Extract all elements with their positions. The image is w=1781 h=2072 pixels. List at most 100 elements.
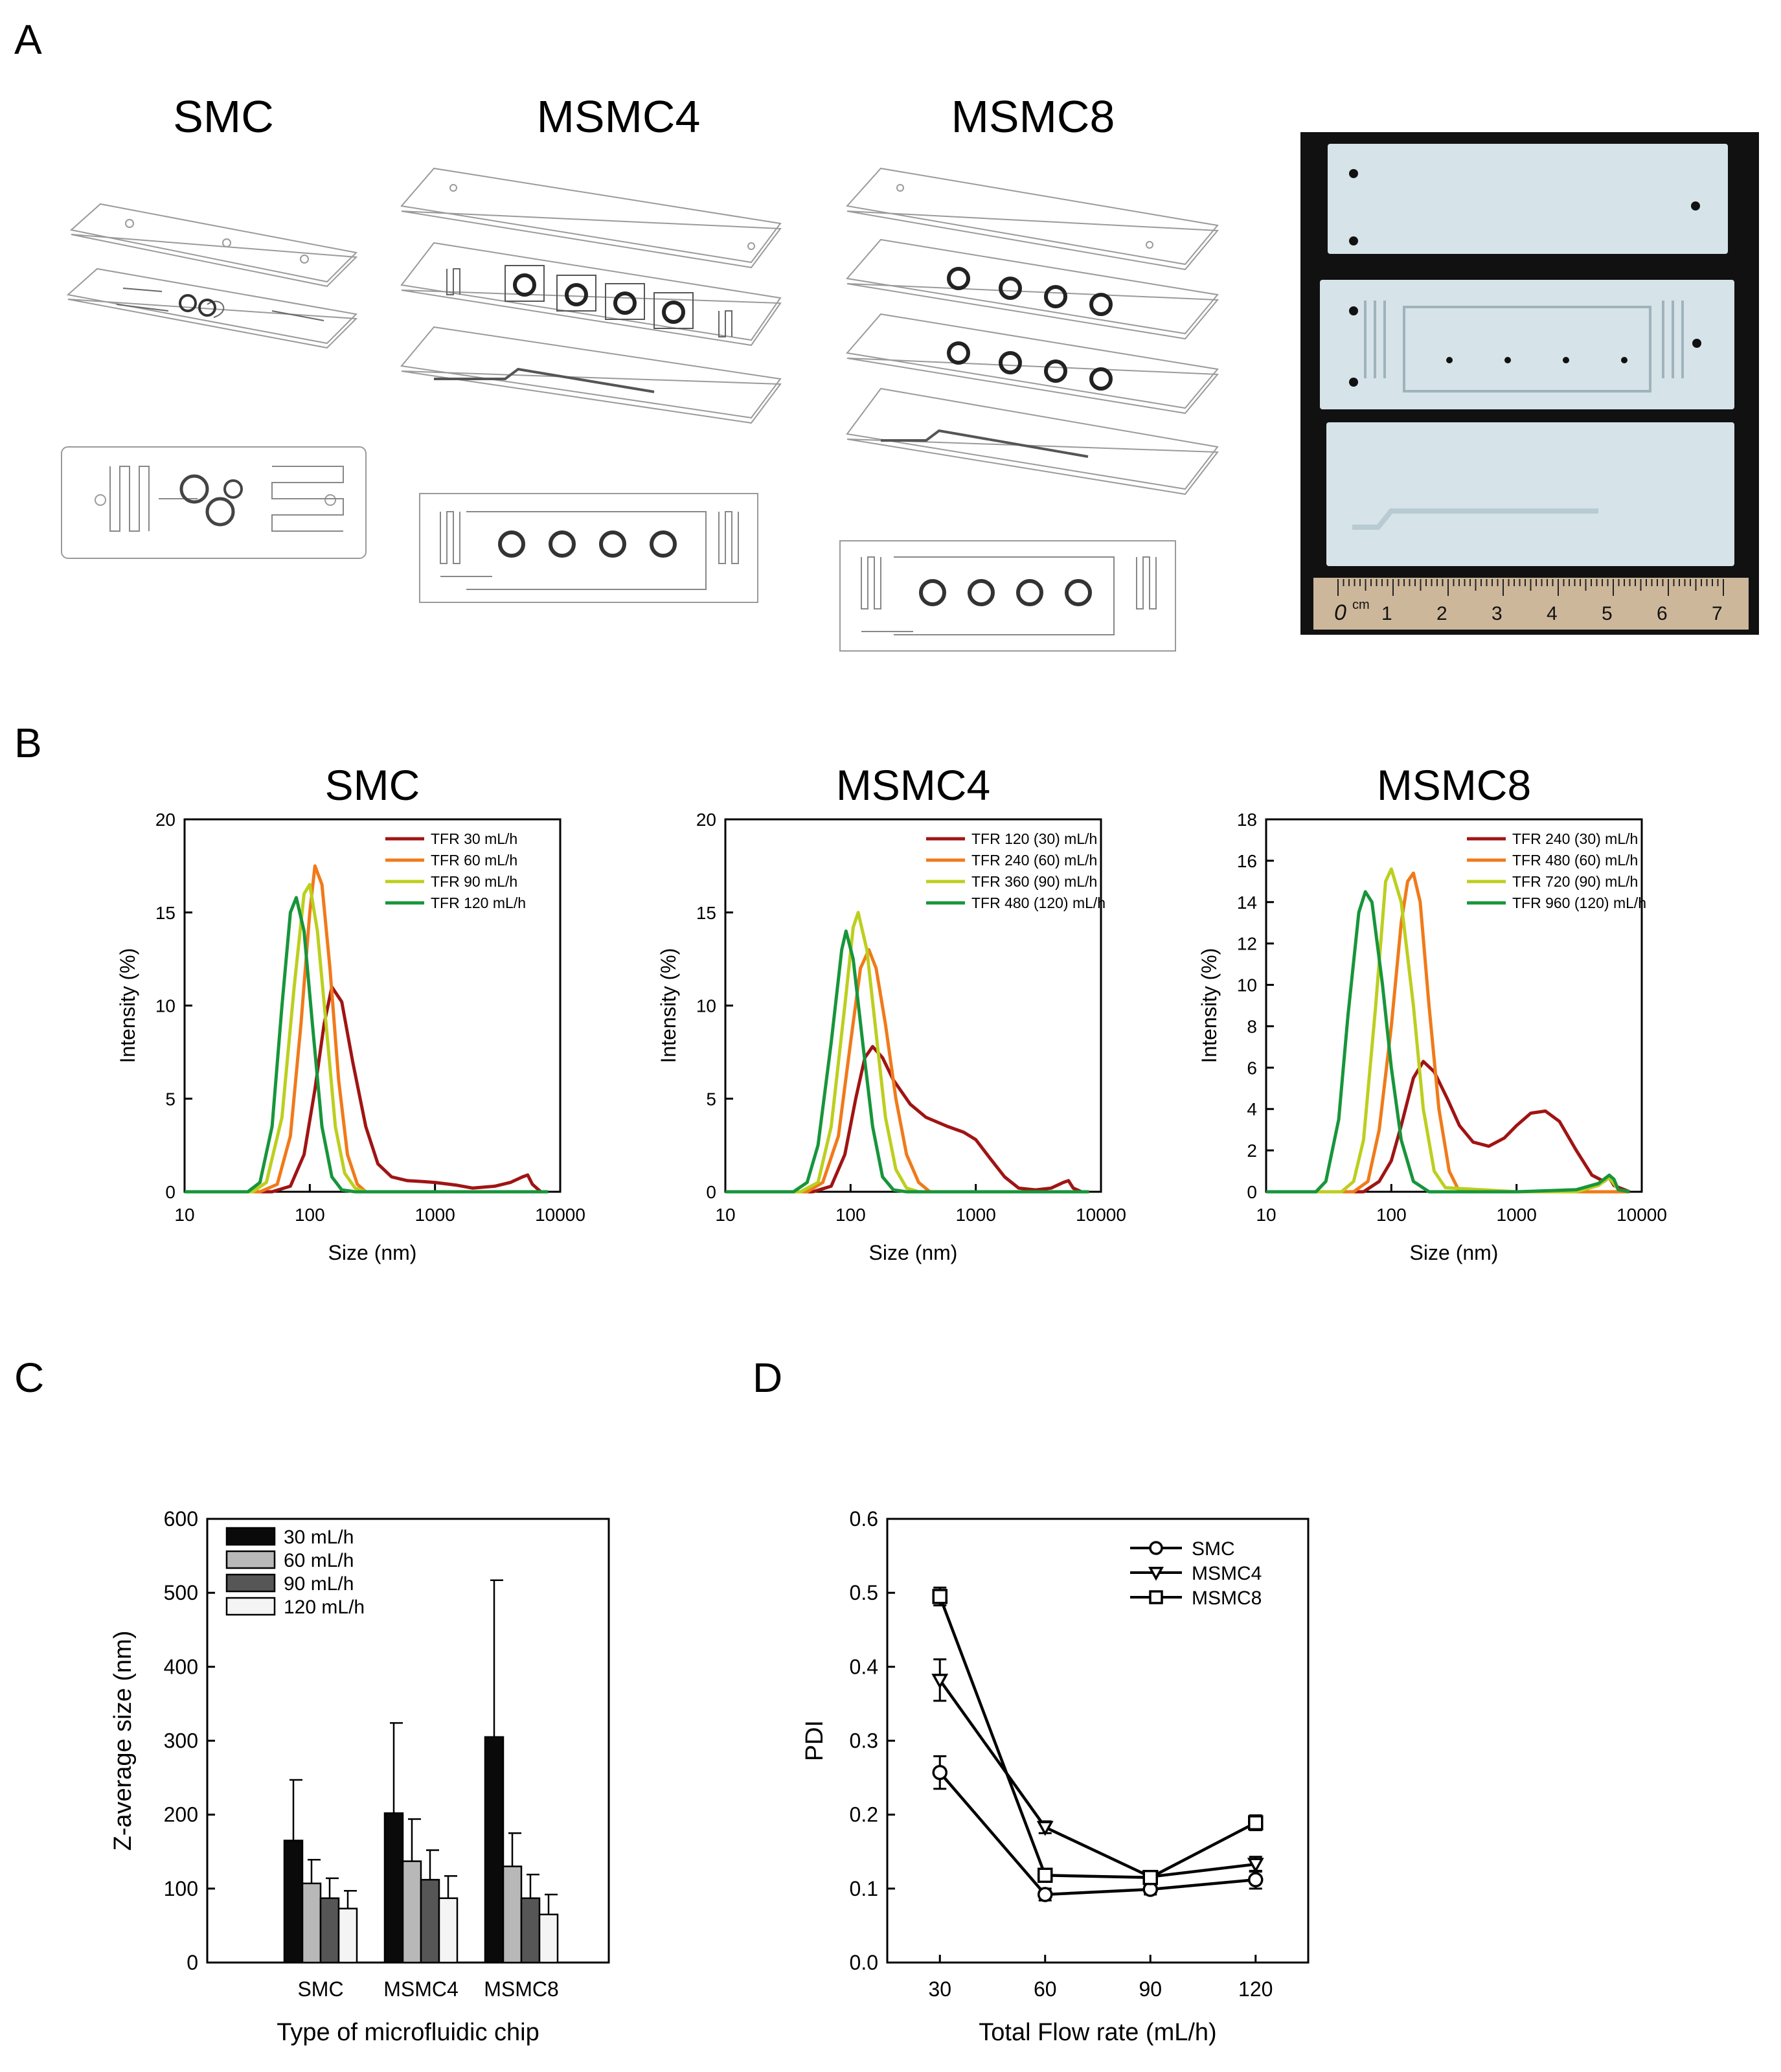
y-tick-label: 10 <box>696 996 716 1016</box>
chart-d: 0.0 0.1 0.2 0.3 0.4 0.5 0.6 30 60 90 120 Total Flow… <box>801 1507 1310 2046</box>
ruler-label-3: 3 <box>1492 603 1503 624</box>
legend-label: TFR 480 (60) mL/h <box>1512 852 1638 869</box>
legend-label: TFR 30 mL/h <box>431 830 517 847</box>
chart-b-msmc8: MSMC8 0 2 4 6 8 10 12 14 16 18 10 100 1000 10000 Size (… <box>1197 761 1667 1264</box>
chart-c: 0 100 200 300 400 500 600 SMC MSMC4 MSMC8 Type of … <box>109 1507 610 2046</box>
panel-letter-a: A <box>14 16 42 63</box>
y-tick-label: 8 <box>1247 1016 1257 1036</box>
marker-circle <box>1038 1887 1053 1902</box>
photo-hole <box>1692 339 1701 348</box>
bar <box>484 1736 505 1964</box>
x-tick-label: 10000 <box>1617 1205 1667 1225</box>
photo-hole <box>1349 378 1358 387</box>
y-tick-label: 6 <box>1247 1058 1257 1078</box>
msmc8-top-view <box>839 540 1176 652</box>
chip-title-msmc8: MSMC8 <box>951 91 1115 142</box>
y-tick-label: 0 <box>165 1182 176 1202</box>
series-line <box>1266 871 1630 1194</box>
chart-title: MSMC8 <box>1377 761 1531 809</box>
y-tick-label: 18 <box>1237 810 1257 830</box>
marker-triangle-down <box>1247 1858 1264 1873</box>
msmc4-top-view <box>419 493 758 603</box>
legend-label: 120 mL/h <box>284 1597 365 1618</box>
photo-outlet-channel <box>1352 508 1598 530</box>
x-tick-label: 1000 <box>415 1205 455 1225</box>
legend-swatch <box>225 1527 276 1546</box>
ruler-label-5: 5 <box>1602 603 1613 624</box>
y-tick-label: 4 <box>1247 1099 1257 1119</box>
y-tick-label: 15 <box>696 903 716 923</box>
x-tick-label: 100 <box>835 1205 866 1225</box>
series-line <box>725 948 1089 1194</box>
y-tick-label: 2 <box>1247 1141 1257 1161</box>
y-tick-label: 0.5 <box>850 1581 878 1604</box>
y-tick-label: 100 <box>164 1877 198 1900</box>
y-axis-label: Z-average size (nm) <box>109 1631 137 1851</box>
y-tick-label: 0.6 <box>850 1507 878 1531</box>
ruler-ticks <box>1337 579 1724 596</box>
chart-b-msmc4: MSMC4 0 5 10 15 20 10 100 1000 10000 Size (nm) Inte… <box>657 761 1126 1264</box>
y-tick-label: 0.0 <box>850 1951 878 1974</box>
marker-circle <box>1248 1872 1264 1887</box>
bar <box>319 1897 340 1964</box>
marker-triangle-down <box>931 1674 949 1689</box>
marker-square <box>932 1589 947 1604</box>
bar <box>383 1812 404 1964</box>
series-line <box>938 1679 1256 1878</box>
photo-hole <box>1349 306 1358 315</box>
y-tick-label: 15 <box>155 903 176 923</box>
x-axis-label: Total Flow rate (mL/h) <box>979 2019 1216 2046</box>
y-tick-label: 600 <box>164 1507 198 1531</box>
series-line <box>725 1045 1089 1194</box>
ruler-label-2: 2 <box>1436 603 1447 624</box>
series-line <box>1266 890 1630 1194</box>
y-tick-label: 0 <box>706 1182 716 1202</box>
series-line <box>1266 1060 1631 1194</box>
y-tick-label: 0.2 <box>850 1803 878 1827</box>
x-tick-label: 60 <box>1034 1977 1057 2001</box>
bar <box>283 1839 304 1964</box>
y-axis-label: Intensity (%) <box>1197 948 1221 1064</box>
legend-label: MSMC8 <box>1192 1588 1262 1609</box>
y-tick-label: 14 <box>1237 893 1257 913</box>
x-tick-label: 100 <box>1376 1205 1407 1225</box>
y-tick-label: 20 <box>696 810 716 830</box>
series-line <box>725 911 1089 1194</box>
photo-bottom-plate <box>1326 422 1734 566</box>
x-tick-label: 120 <box>1238 1977 1273 2001</box>
chart-title: MSMC4 <box>836 761 990 809</box>
marker-square <box>1038 1867 1053 1884</box>
x-tick-label: SMC <box>297 1977 343 2001</box>
x-axis-label: Size (nm) <box>869 1241 958 1264</box>
series-line <box>1266 867 1630 1194</box>
legend-label: TFR 240 (30) mL/h <box>1512 830 1638 847</box>
ruler-label-1: 1 <box>1381 603 1392 624</box>
chart-title: SMC <box>325 761 420 809</box>
legend-label: 30 mL/h <box>284 1527 354 1548</box>
chart-b-smc: SMC 0 5 10 15 20 10 100 1000 10000 Size (nm) Intens… <box>116 761 585 1264</box>
photo-hole <box>1349 169 1358 178</box>
msmc8-exploded-view <box>846 167 1219 495</box>
y-tick-label: 16 <box>1237 851 1257 871</box>
series-line <box>938 1771 1256 1896</box>
y-tick-label: 200 <box>164 1803 198 1827</box>
x-axis-label: Type of microfluidic chip <box>277 2019 539 2046</box>
y-tick-label: 0 <box>1247 1182 1257 1202</box>
chip-title-msmc4: MSMC4 <box>536 91 701 142</box>
y-tick-label: 500 <box>164 1581 198 1604</box>
marker-square <box>1142 1869 1158 1885</box>
legend-label: TFR 360 (90) mL/h <box>971 873 1097 890</box>
marker-triangle-down <box>1148 1567 1164 1581</box>
marker-circle <box>932 1764 947 1781</box>
series-line <box>725 929 1089 1194</box>
x-axis-label: Size (nm) <box>328 1241 417 1264</box>
x-tick-label: 90 <box>1139 1977 1162 2001</box>
panel-letter-b: B <box>14 720 42 766</box>
x-tick-label: MSMC4 <box>383 1977 459 2001</box>
bar <box>538 1913 559 1964</box>
photo-top-plate <box>1328 144 1728 254</box>
x-tick-label: 10000 <box>535 1205 585 1225</box>
bar <box>402 1860 422 1964</box>
y-tick-label: 10 <box>155 996 176 1016</box>
series-line <box>185 985 549 1194</box>
